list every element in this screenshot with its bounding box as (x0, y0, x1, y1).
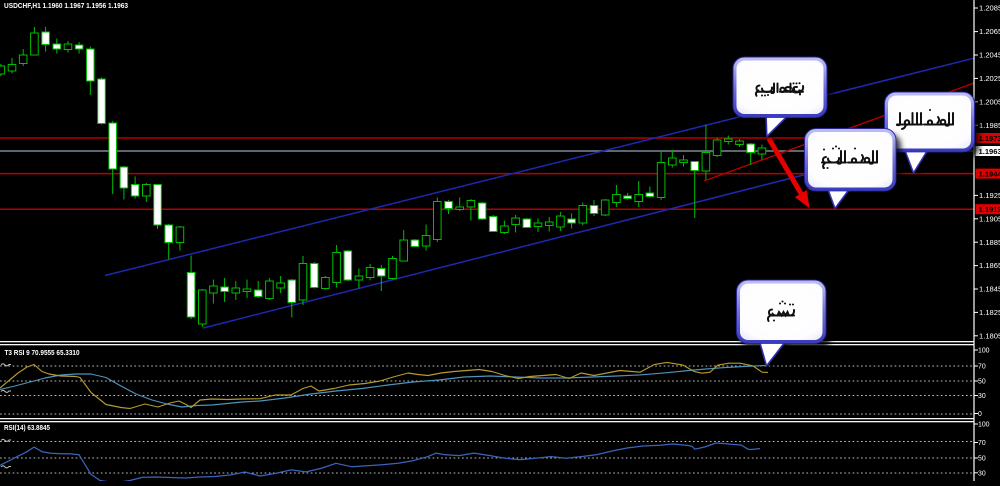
svg-text:1.1913: 1.1913 (979, 205, 1000, 214)
svg-text:30: 30 (978, 393, 986, 400)
svg-text:RSI(14) 63.8845: RSI(14) 63.8845 (4, 423, 50, 432)
svg-text:30: 30 (978, 470, 986, 477)
svg-text:50: 50 (978, 379, 986, 386)
svg-text:1.1865: 1.1865 (979, 261, 1000, 270)
svg-text:100: 100 (978, 422, 990, 429)
svg-text:1.2045: 1.2045 (979, 51, 1000, 60)
svg-text:1.1805: 1.1805 (979, 331, 1000, 340)
svg-text:1.2025: 1.2025 (979, 74, 1000, 83)
svg-text:1.1925: 1.1925 (979, 191, 1000, 200)
svg-text:1.2065: 1.2065 (979, 27, 1000, 36)
svg-text:1.1845: 1.1845 (979, 285, 1000, 294)
svg-text:1.1963: 1.1963 (979, 147, 1000, 156)
svg-text:1.1985: 1.1985 (979, 121, 1000, 130)
svg-text:100: 100 (978, 348, 990, 355)
svg-text:0: 0 (978, 411, 982, 418)
svg-text:1.2005: 1.2005 (979, 97, 1000, 106)
svg-text:70: 70 (978, 364, 986, 371)
svg-text:1.1905: 1.1905 (979, 214, 1000, 223)
svg-text:1.2085: 1.2085 (979, 4, 1000, 13)
svg-text:T3 RSI 9 70.9555 65.3310: T3 RSI 9 70.9555 65.3310 (5, 348, 80, 357)
svg-text:USDCHF,H1 1.1960 1.1967 1.195: USDCHF,H1 1.1960 1.1967 1.1956 1.1963 (4, 1, 128, 10)
svg-text:1.1944: 1.1944 (979, 169, 1000, 178)
svg-text:50: 50 (978, 456, 986, 463)
svg-text:1.1973: 1.1973 (979, 134, 1000, 143)
svg-text:1.1885: 1.1885 (979, 238, 1000, 247)
svg-text:1.1825: 1.1825 (979, 308, 1000, 317)
svg-text:70: 70 (978, 440, 986, 447)
